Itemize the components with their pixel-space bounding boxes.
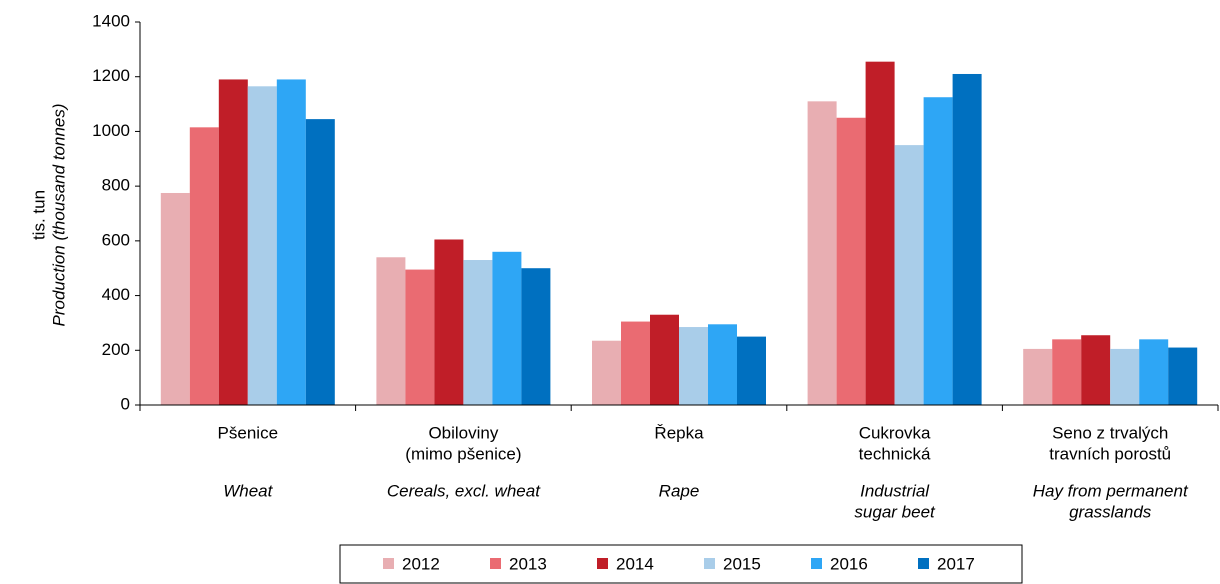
- bar: [463, 260, 493, 405]
- bar: [708, 324, 737, 405]
- legend-swatch: [597, 558, 608, 569]
- x-tick-label-en: grasslands: [1069, 502, 1152, 521]
- x-tick-label: (mimo pšenice): [405, 444, 521, 463]
- bar: [276, 79, 306, 405]
- legend-swatch: [918, 558, 929, 569]
- bar: [218, 79, 248, 405]
- x-tick-label: Pšenice: [218, 423, 278, 442]
- y-tick-label: 1000: [92, 121, 130, 140]
- bar: [1139, 339, 1169, 405]
- x-tick-label: Seno z trvalých: [1052, 423, 1168, 442]
- bar: [1168, 347, 1198, 405]
- x-tick-label-en: Wheat: [223, 481, 273, 500]
- bar: [521, 268, 551, 405]
- bar: [160, 192, 190, 405]
- bar: [1110, 348, 1140, 405]
- x-tick-label: technická: [859, 444, 931, 463]
- legend-swatch: [383, 558, 394, 569]
- bar: [894, 145, 924, 405]
- y-tick-label: 800: [102, 176, 130, 195]
- x-tick-label: Cukrovka: [859, 423, 931, 442]
- bar: [1052, 339, 1082, 405]
- bar: [305, 119, 335, 405]
- bar: [492, 251, 522, 405]
- legend-swatch: [811, 558, 822, 569]
- x-tick-label: Řepka: [654, 423, 704, 442]
- bar: [1081, 335, 1111, 405]
- legend-label: 2012: [402, 554, 440, 573]
- y-label-group: tis. tun Production (thousand tonnes): [29, 103, 68, 326]
- bar: [405, 269, 435, 405]
- bar: [621, 321, 650, 405]
- x-tick-label-en: sugar beet: [854, 502, 936, 521]
- bar: [189, 127, 219, 405]
- bar: [247, 86, 277, 406]
- x-tick-label: travních porostů: [1049, 444, 1171, 463]
- bar: [737, 336, 766, 405]
- y-tick-label: 0: [121, 394, 130, 413]
- bar: [952, 73, 982, 405]
- y-tick-label: 400: [102, 285, 130, 304]
- x-tick-label-en: Rape: [659, 481, 700, 500]
- x-tick-label-en: Hay from permanent: [1033, 481, 1189, 500]
- legend-swatch: [704, 558, 715, 569]
- legend-label: 2016: [830, 554, 868, 573]
- legend-label: 2015: [723, 554, 761, 573]
- bar: [836, 117, 866, 405]
- y-axis-label-en: Production (thousand tonnes): [49, 103, 68, 326]
- y-tick-label: 200: [102, 340, 130, 359]
- x-tick-label: Obiloviny: [428, 423, 498, 442]
- legend-box: [339, 544, 1023, 584]
- bar: [650, 314, 679, 405]
- y-tick-label: 600: [102, 230, 130, 249]
- bar: [679, 327, 708, 405]
- legend-swatch: [490, 558, 501, 569]
- legend-label: 2014: [616, 554, 654, 573]
- bar: [865, 61, 895, 406]
- bar: [592, 340, 621, 405]
- bar: [376, 257, 406, 405]
- bar: [807, 101, 837, 405]
- x-tick-label-en: Industrial: [860, 481, 930, 500]
- legend-label: 2013: [509, 554, 547, 573]
- legend-label: 2017: [937, 554, 975, 573]
- y-tick-label: 1200: [92, 66, 130, 85]
- bar: [1023, 348, 1053, 405]
- bar: [923, 97, 953, 405]
- y-axis-label: tis. tun: [29, 190, 48, 240]
- bar: [434, 239, 464, 405]
- y-tick-label: 1400: [92, 11, 130, 30]
- x-tick-label-en: Cereals, excl. wheat: [387, 481, 541, 500]
